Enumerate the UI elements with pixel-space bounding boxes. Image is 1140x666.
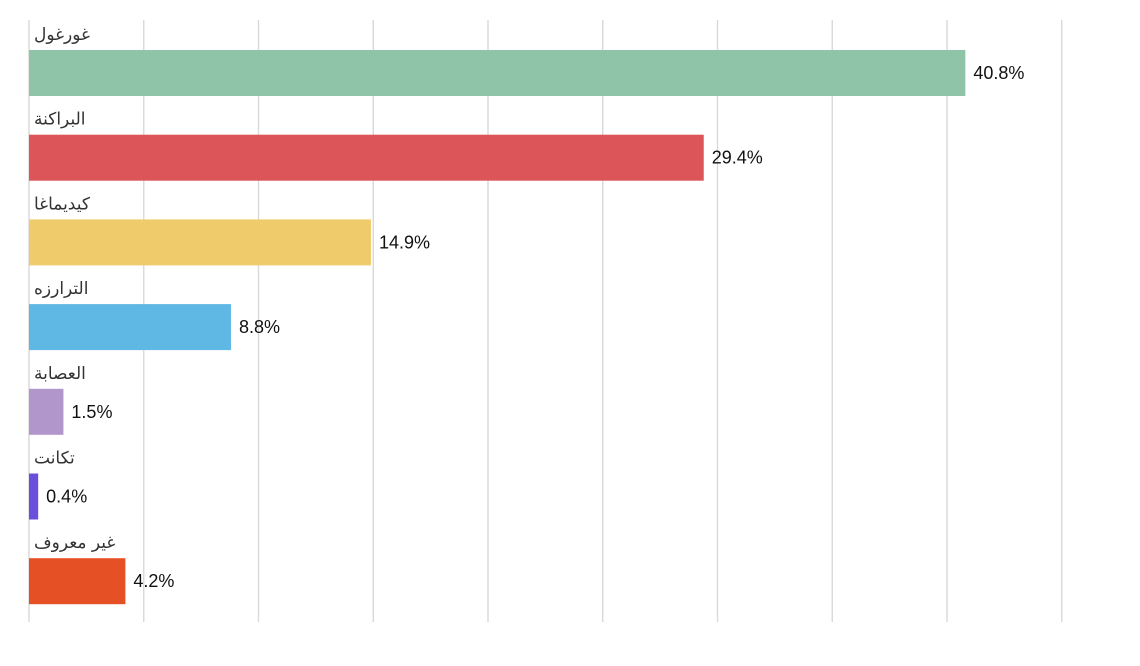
bar — [29, 558, 126, 605]
bar — [29, 304, 231, 351]
value-label: 0.4% — [46, 487, 87, 507]
bars: غورغول 40.8% البراكنة 29.4% كيديماغا 14.9% الت… — [29, 25, 1024, 605]
bar — [29, 473, 39, 520]
bar — [29, 388, 64, 435]
bar — [29, 50, 966, 96]
gridlines — [28, 20, 1063, 622]
value-label: 1.5% — [71, 402, 112, 422]
bar — [29, 134, 704, 181]
category-label: غورغول — [34, 25, 90, 45]
value-label: 14.9% — [379, 232, 430, 252]
category-label: كيديماغا — [34, 194, 91, 214]
bar — [29, 219, 371, 266]
category-label: البراكنة — [34, 110, 85, 130]
value-label: 29.4% — [712, 148, 763, 168]
value-label: 40.8% — [973, 63, 1024, 83]
category-label: غير معروف — [34, 533, 115, 553]
category-label: الترارزه — [34, 279, 88, 299]
value-label: 8.8% — [239, 317, 280, 337]
category-label: تكانت — [34, 449, 75, 469]
value-label: 4.2% — [133, 571, 174, 591]
category-label: العصابة — [34, 364, 86, 384]
